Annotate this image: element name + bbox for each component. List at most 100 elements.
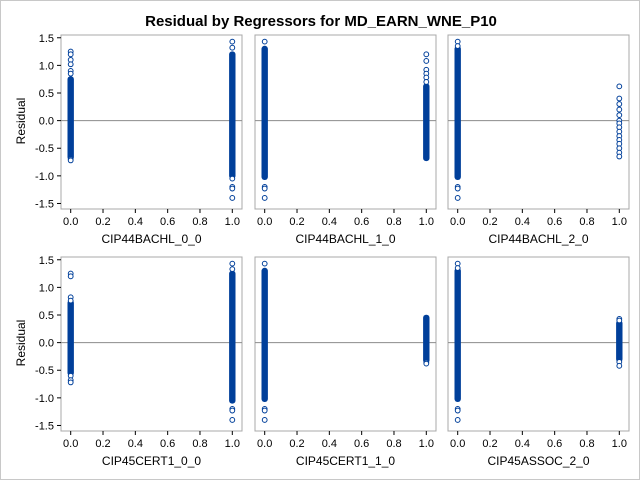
y-tick-label: -1.0 xyxy=(35,171,54,183)
x-tick-label: 0.0 xyxy=(450,216,465,228)
x-tick-label: 0.6 xyxy=(160,216,175,228)
residual-point xyxy=(454,43,461,49)
x-tick-label: 1.0 xyxy=(225,216,240,228)
x-tick-label: 0.6 xyxy=(354,216,369,228)
plot-area xyxy=(60,256,243,432)
residual-point xyxy=(423,58,430,64)
residual-point xyxy=(423,79,430,85)
y-tick-label: -0.5 xyxy=(35,365,54,377)
residual-point xyxy=(67,70,74,77)
residual-point xyxy=(67,61,74,68)
residual-point xyxy=(616,106,623,113)
x-axis-label: CIP45CERT1_1_0 xyxy=(296,454,395,468)
dense-residual-band xyxy=(67,299,74,376)
residual-point xyxy=(261,260,268,267)
plot-area xyxy=(254,256,437,432)
y-tick-label: 1.0 xyxy=(39,60,54,72)
dense-residual-band xyxy=(423,314,430,364)
plot-area xyxy=(254,34,437,210)
residual-point xyxy=(229,417,236,423)
plot-area xyxy=(447,34,630,210)
x-tick-label: 1.0 xyxy=(225,438,240,450)
residual-point xyxy=(454,407,461,414)
residual-point xyxy=(423,51,430,58)
residual-point xyxy=(616,362,623,369)
residual-point xyxy=(229,260,236,267)
panel-5: 0.0 0.2 0.4 0.6 0.8 1.0 CIP45CERT1_1_0 xyxy=(254,256,437,468)
x-tick-label: 0.0 xyxy=(63,438,78,450)
x-axis-label: CIP44BACHL_1_0 xyxy=(295,232,395,246)
x-tick-label: 0.0 xyxy=(257,438,272,450)
chart-title: Residual by Regressors for MD_EARN_WNE_P… xyxy=(145,13,497,30)
y-axis-label-row-2: Residual xyxy=(14,320,28,367)
x-axis-label: CIP44BACHL_2_0 xyxy=(488,232,588,246)
x-tick-label: 0.8 xyxy=(579,438,594,450)
residual-point xyxy=(261,38,268,45)
panel-3: 0.0 0.2 0.4 0.6 0.8 1.0 CIP44BACHL_2_0 xyxy=(447,34,630,246)
x-tick-label: 0.4 xyxy=(322,216,337,228)
residual-point xyxy=(67,273,74,280)
x-tick-label: 0.8 xyxy=(192,216,207,228)
y-axis-label-row-1: Residual xyxy=(14,98,28,145)
y-tick-label: -1.0 xyxy=(35,393,54,405)
y-tick-label: 0.0 xyxy=(39,338,54,350)
residual-point xyxy=(616,101,623,107)
residual-point xyxy=(67,157,74,164)
residual-point xyxy=(229,266,236,273)
x-tick-label: 0.2 xyxy=(482,438,497,450)
x-tick-label: 0.8 xyxy=(579,216,594,228)
y-tick-label: 1.0 xyxy=(39,282,54,294)
residual-point xyxy=(616,83,623,90)
plot-area xyxy=(447,256,630,432)
x-tick-label: 0.4 xyxy=(515,216,530,228)
x-tick-label: 0.4 xyxy=(128,216,143,228)
residual-point xyxy=(229,44,236,51)
plot-area xyxy=(60,34,243,210)
residual-point xyxy=(616,317,623,324)
y-tick-label: 0.0 xyxy=(39,116,54,128)
residual-point xyxy=(229,185,236,192)
residual-point xyxy=(454,195,461,201)
x-axis-label: CIP45CERT1_0_0 xyxy=(102,454,201,468)
residual-point xyxy=(229,195,236,201)
x-tick-label: 0.2 xyxy=(289,438,304,450)
x-tick-label: 0.8 xyxy=(192,438,207,450)
panel-4: 0.0 0.2 0.4 0.6 0.8 1.0 CIP45CERT1_0_0 -1.5 -1.0… xyxy=(35,255,243,468)
dense-residual-band xyxy=(454,267,461,402)
dense-residual-band xyxy=(423,83,430,162)
x-tick-label: 0.8 xyxy=(386,438,401,450)
residual-point xyxy=(261,185,268,192)
x-tick-label: 0.6 xyxy=(354,438,369,450)
y-tick-label: -0.5 xyxy=(35,143,54,155)
y-tick-label: 0.5 xyxy=(39,310,54,322)
x-tick-label: 0.6 xyxy=(547,438,562,450)
x-axis-label: CIP45ASSOC_2_0 xyxy=(487,454,589,468)
x-tick-label: 0.2 xyxy=(289,216,304,228)
residual-point xyxy=(261,407,268,414)
x-tick-label: 0.2 xyxy=(482,216,497,228)
x-tick-label: 1.0 xyxy=(419,438,434,450)
panel-6: 0.0 0.2 0.4 0.6 0.8 1.0 CIP45ASSOC_2_0 xyxy=(447,256,630,468)
y-tick-label: 1.5 xyxy=(39,255,54,267)
dense-residual-band xyxy=(67,76,74,161)
x-tick-label: 1.0 xyxy=(419,216,434,228)
y-tick-label: 0.5 xyxy=(39,88,54,100)
residual-point xyxy=(229,175,236,182)
residual-point xyxy=(67,297,74,304)
residual-point xyxy=(229,407,236,414)
residual-point xyxy=(616,95,623,102)
x-tick-label: 0.4 xyxy=(322,438,337,450)
x-tick-label: 0.8 xyxy=(386,216,401,228)
x-tick-label: 0.2 xyxy=(95,216,110,228)
x-tick-label: 0.6 xyxy=(547,216,562,228)
dense-residual-band xyxy=(454,45,461,180)
y-tick-label: -1.5 xyxy=(35,198,54,210)
dense-residual-band xyxy=(261,267,268,402)
x-axis-label: CIP44BACHL_0_0 xyxy=(101,232,201,246)
y-tick-label: -1.5 xyxy=(35,420,54,432)
panel-2: 0.0 0.2 0.4 0.6 0.8 1.0 CIP44BACHL_1_0 xyxy=(254,34,437,246)
residual-point xyxy=(261,195,268,201)
x-tick-label: 0.0 xyxy=(63,216,78,228)
